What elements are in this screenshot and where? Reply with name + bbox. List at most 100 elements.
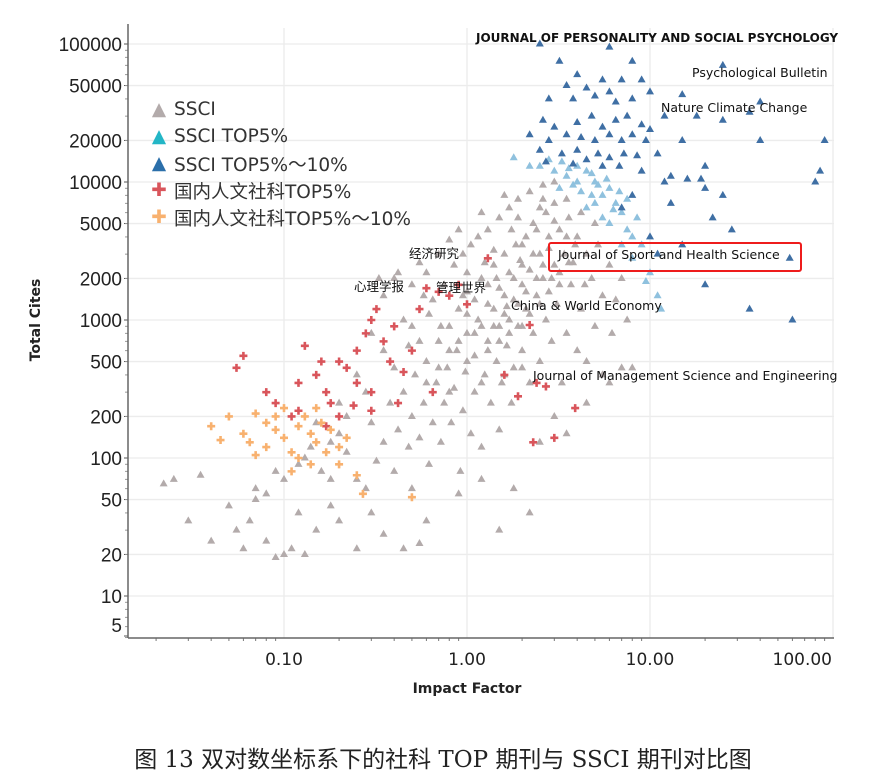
cross-point (434, 287, 443, 296)
triangle-point (550, 122, 559, 130)
triangle-point (582, 357, 591, 365)
triangle-point (653, 149, 662, 157)
triangle-point (483, 299, 492, 307)
triangle-point (326, 501, 335, 509)
triangle-point (718, 190, 727, 198)
triangle-point (550, 216, 559, 224)
cross-point (245, 438, 254, 447)
cross-point (532, 378, 541, 387)
triangle-point (646, 87, 654, 95)
y-tick-label: 1000 (80, 311, 122, 332)
triangle-point (419, 398, 428, 406)
cross-point (322, 388, 331, 397)
cross-point (550, 433, 559, 442)
cross-point (394, 399, 403, 408)
x-tick-label: 0.10 (265, 650, 303, 670)
cross-point (287, 448, 296, 457)
triangle-point (653, 249, 662, 257)
legend-item-ssci[interactable]: ▲ SSCI (148, 96, 411, 123)
triangle-point (394, 425, 403, 433)
legend-item-domestic-top5-10[interactable]: ✚ 国内人文社科TOP5%～10% (148, 204, 411, 231)
triangle-point (633, 151, 642, 159)
triangle-point (641, 135, 650, 143)
annotation-psych-bulletin: Psychological Bulletin (692, 65, 828, 80)
triangle-point (569, 159, 578, 167)
triangle-point (788, 315, 797, 323)
triangle-point (646, 125, 654, 133)
triangle-point (590, 91, 599, 99)
triangle-point (617, 208, 626, 216)
cross-point (271, 412, 280, 421)
cross-point (335, 460, 344, 469)
triangle-point (483, 346, 492, 354)
cross-point (514, 392, 523, 401)
cross-point (525, 320, 534, 329)
cross-point (294, 454, 303, 463)
cross-point (342, 433, 351, 442)
triangle-point (470, 387, 479, 395)
triangle-point (637, 166, 646, 174)
triangle-point (184, 516, 193, 524)
triangle-point (633, 213, 642, 221)
y-tick-label: 100 (90, 449, 122, 470)
triangle-point (562, 194, 571, 202)
triangle-point (535, 357, 544, 365)
triangle-point (605, 260, 614, 268)
triangle-point (598, 291, 607, 299)
triangle-point (407, 411, 416, 419)
cross-point (342, 363, 351, 372)
cross-point (326, 425, 335, 434)
triangle-point (555, 280, 564, 288)
legend-item-ssci-top5[interactable]: ▲ SSCI TOP5% (148, 123, 411, 150)
triangle-point (374, 273, 383, 281)
triangle-point (514, 194, 523, 202)
triangle-point (477, 273, 486, 281)
triangle-point (573, 161, 582, 169)
triangle-point (454, 225, 463, 233)
triangle-point (280, 549, 288, 557)
triangle-point (544, 287, 553, 295)
triangle-point (461, 367, 470, 375)
triangle-point (262, 489, 271, 497)
legend-item-ssci-top5-10[interactable]: ▲ SSCI TOP5%～10% (148, 150, 411, 177)
triangle-point (232, 525, 241, 533)
triangle-point (436, 321, 445, 329)
triangle-point (582, 249, 591, 257)
triangle-point (525, 161, 534, 169)
triangle-point (555, 56, 564, 64)
cross-point (352, 346, 361, 355)
triangle-point (326, 474, 335, 482)
annotation-china-world-economy: China & World Economy (511, 298, 662, 313)
triangle-point (538, 273, 547, 281)
triangle-point (352, 544, 361, 552)
triangle-point (598, 213, 607, 221)
triangle-point (541, 315, 550, 323)
triangle-point (637, 120, 646, 128)
triangle-point (756, 135, 765, 143)
triangle-point (557, 149, 566, 157)
cross-point (317, 357, 326, 366)
triangle-point (428, 418, 437, 426)
legend-label: 国内人文社科TOP5% (174, 181, 352, 203)
triangle-point (611, 115, 620, 123)
cross-point (251, 409, 260, 418)
triangle-point (598, 122, 607, 130)
cross-point (445, 291, 454, 300)
triangle-point (785, 253, 794, 261)
triangle-point (422, 268, 431, 276)
data-points (159, 39, 829, 561)
legend-item-domestic-top5[interactable]: ✚ 国内人文社科TOP5% (148, 177, 411, 204)
triangle-point (529, 328, 538, 336)
cross-point (306, 429, 315, 438)
triangle-point (342, 411, 351, 419)
triangle-point (521, 232, 530, 240)
triangle-point (811, 177, 820, 185)
triangle-point (615, 161, 624, 169)
triangle-point (379, 291, 388, 299)
triangle-point (623, 111, 632, 119)
triangle-point (317, 466, 326, 474)
triangle-point (569, 94, 578, 102)
triangle-point (538, 260, 547, 268)
triangle-point (573, 177, 582, 185)
y-axis-label: Total Cites (28, 279, 44, 362)
